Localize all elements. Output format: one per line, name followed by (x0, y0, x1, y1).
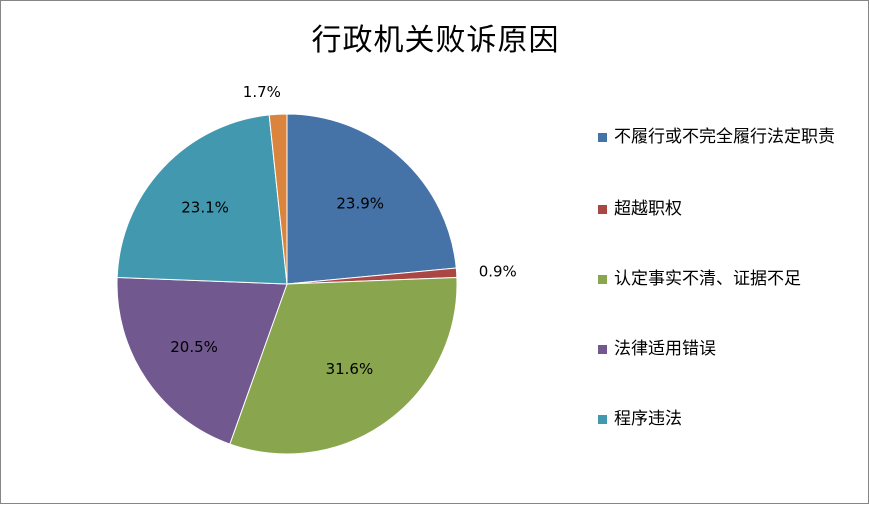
data-label-2: 0.9% (479, 262, 517, 280)
legend-item-5: 程序违法 (598, 407, 858, 431)
legend-swatch-5 (598, 415, 607, 424)
legend-item-4: 法律适用错误 (598, 337, 858, 361)
data-label-6: 1.7% (243, 83, 281, 101)
pie-slice-4 (116, 276, 288, 445)
pie-slice-3 (229, 276, 458, 455)
legend-label-2: 超越职权 (614, 199, 682, 219)
legend-swatch-2 (598, 205, 607, 214)
legend-swatch-1 (598, 133, 607, 142)
legend-swatch-3 (598, 275, 607, 284)
data-label-4: 20.5% (170, 338, 218, 356)
data-label-1: 23.9% (336, 195, 384, 213)
legend-label-4: 法律适用错误 (614, 339, 716, 359)
legend-item-3: 认定事实不清、证据不足 (598, 267, 858, 291)
legend-label-5: 程序违法 (614, 409, 682, 429)
pie-slice-5 (116, 114, 288, 285)
legend-label-1: 不履行或不完全履行法定职责 (614, 127, 835, 147)
legend-label-3: 认定事实不清、证据不足 (614, 269, 801, 289)
chart-title: 行政机关败诉原因 (311, 23, 560, 58)
pie-slice-6 (268, 113, 288, 285)
legend-item-2: 超越职权 (598, 197, 858, 221)
data-label-3: 31.6% (326, 360, 374, 378)
legend-item-1: 不履行或不完全履行法定职责 (598, 125, 858, 149)
legend-swatch-4 (598, 345, 607, 354)
data-label-5: 23.1% (181, 198, 229, 216)
pie-slice-1 (286, 113, 457, 285)
